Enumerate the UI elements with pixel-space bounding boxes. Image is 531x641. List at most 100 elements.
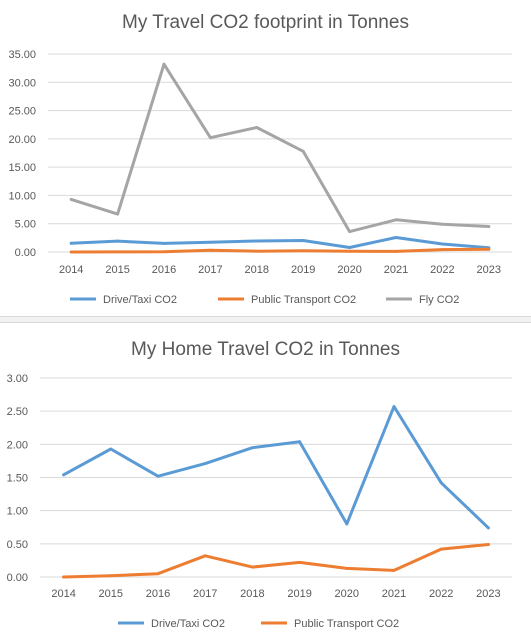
data-point xyxy=(162,242,166,245)
data-point xyxy=(301,149,305,153)
y-tick-label: 25.00 xyxy=(8,106,36,118)
data-point xyxy=(487,225,491,228)
y-tick-label: 0.00 xyxy=(7,572,28,584)
data-point xyxy=(209,136,212,140)
chart-svg-home-travel: 0.00 0.50 1.00 1.50 2.00 2.50 3.00 2014 2015 2016… xyxy=(7,373,512,630)
data-point xyxy=(69,250,73,254)
data-point xyxy=(209,248,212,252)
data-point xyxy=(439,547,443,551)
data-point xyxy=(392,405,396,408)
y-tick-label: 2.00 xyxy=(7,439,28,451)
data-point xyxy=(162,250,166,254)
y-tick-label: 20.00 xyxy=(8,134,36,146)
y-tick-label: 2.50 xyxy=(7,406,28,418)
x-tick-label: 2016 xyxy=(152,264,176,276)
data-point xyxy=(345,566,349,570)
y-tick-label: 5.00 xyxy=(15,219,36,231)
data-point xyxy=(394,250,398,253)
x-tick-label: 2023 xyxy=(477,264,501,276)
legend-label: Public Transport CO2 xyxy=(294,618,399,630)
legend-label: Fly CO2 xyxy=(419,294,459,306)
series-line-1 xyxy=(69,236,491,250)
x-tick-label: 2017 xyxy=(193,588,217,600)
data-point xyxy=(162,62,166,66)
data-point xyxy=(203,554,207,558)
data-point xyxy=(255,126,259,129)
data-point xyxy=(441,222,444,226)
y-tick-label: 15.00 xyxy=(8,162,36,174)
data-point xyxy=(345,522,349,526)
data-point xyxy=(251,565,254,569)
data-point xyxy=(441,248,444,252)
x-tick-label: 2014 xyxy=(51,588,75,600)
data-point xyxy=(487,526,490,530)
chart-title: My Home Travel CO2 in Tonnes xyxy=(131,339,400,360)
data-point xyxy=(156,474,160,478)
data-point xyxy=(348,246,351,249)
data-point xyxy=(255,249,259,253)
x-tick-label: 2016 xyxy=(146,588,170,600)
data-point xyxy=(255,239,259,243)
series-line-2 xyxy=(62,543,490,579)
data-point xyxy=(116,212,119,216)
y-tick-label: 35.00 xyxy=(8,49,36,61)
y-tick-label: 1.00 xyxy=(7,506,28,518)
y-tick-label: 10.00 xyxy=(8,190,36,202)
data-point xyxy=(298,440,301,444)
data-point xyxy=(69,241,73,245)
x-tick-label: 2015 xyxy=(105,264,129,276)
y-tick-label: 30.00 xyxy=(8,77,36,89)
data-point xyxy=(116,239,119,243)
data-point xyxy=(62,575,65,579)
legend-label: Drive/Taxi CO2 xyxy=(151,618,225,630)
x-tick-label: 2018 xyxy=(240,588,264,600)
data-point xyxy=(251,446,254,450)
data-point xyxy=(116,250,119,254)
x-tick-label: 2021 xyxy=(384,264,408,276)
data-point xyxy=(348,230,351,234)
y-tick-label: 1.50 xyxy=(7,473,28,485)
data-point xyxy=(441,242,444,246)
data-point xyxy=(109,574,113,578)
data-point xyxy=(394,236,398,239)
x-tick-label: 2019 xyxy=(291,264,315,276)
series-line-3 xyxy=(69,62,491,234)
x-tick-label: 2019 xyxy=(287,588,311,600)
x-tick-label: 2014 xyxy=(59,264,83,276)
x-tick-label: 2022 xyxy=(430,264,454,276)
data-point xyxy=(392,568,396,572)
data-point xyxy=(203,462,207,465)
x-tick-label: 2022 xyxy=(429,588,453,600)
data-point xyxy=(109,447,113,451)
x-tick-label: 2015 xyxy=(99,588,123,600)
data-point xyxy=(301,239,305,242)
legend-label: Public Transport CO2 xyxy=(251,294,356,306)
data-point xyxy=(394,218,398,222)
series-line-2 xyxy=(69,247,491,254)
x-tick-label: 2017 xyxy=(198,264,222,276)
chart-svg-travel: 0.00 5.00 10.00 15.00 20.00 25.00 30.00 35.00 20… xyxy=(8,49,512,306)
x-tick-label: 2020 xyxy=(335,588,359,600)
data-point xyxy=(209,240,212,244)
y-tick-label: 0.50 xyxy=(7,539,28,551)
series-line-1 xyxy=(62,405,490,530)
x-tick-label: 2020 xyxy=(337,264,361,276)
chart-title: My Travel CO2 footprint in Tonnes xyxy=(122,12,409,33)
x-tick-label: 2021 xyxy=(382,588,406,600)
y-tick-label: 0.00 xyxy=(15,247,36,259)
data-point xyxy=(487,543,490,546)
data-point xyxy=(439,481,443,485)
x-tick-label: 2018 xyxy=(245,264,269,276)
data-point xyxy=(487,247,491,251)
data-point xyxy=(348,249,351,253)
data-point xyxy=(298,561,301,564)
data-point xyxy=(62,473,65,477)
legend-label: Drive/Taxi CO2 xyxy=(103,294,177,306)
y-tick-label: 3.00 xyxy=(7,373,28,385)
data-point xyxy=(69,197,73,201)
x-tick-label: 2023 xyxy=(476,588,500,600)
data-point xyxy=(301,249,305,253)
data-point xyxy=(156,572,160,576)
chart-panel-travel: My Travel CO2 footprint in Tonnes 0.00 5.… xyxy=(0,0,531,317)
chart-panel-home-travel: My Home Travel CO2 in Tonnes 0.00 0.50 1.0… xyxy=(0,322,531,641)
